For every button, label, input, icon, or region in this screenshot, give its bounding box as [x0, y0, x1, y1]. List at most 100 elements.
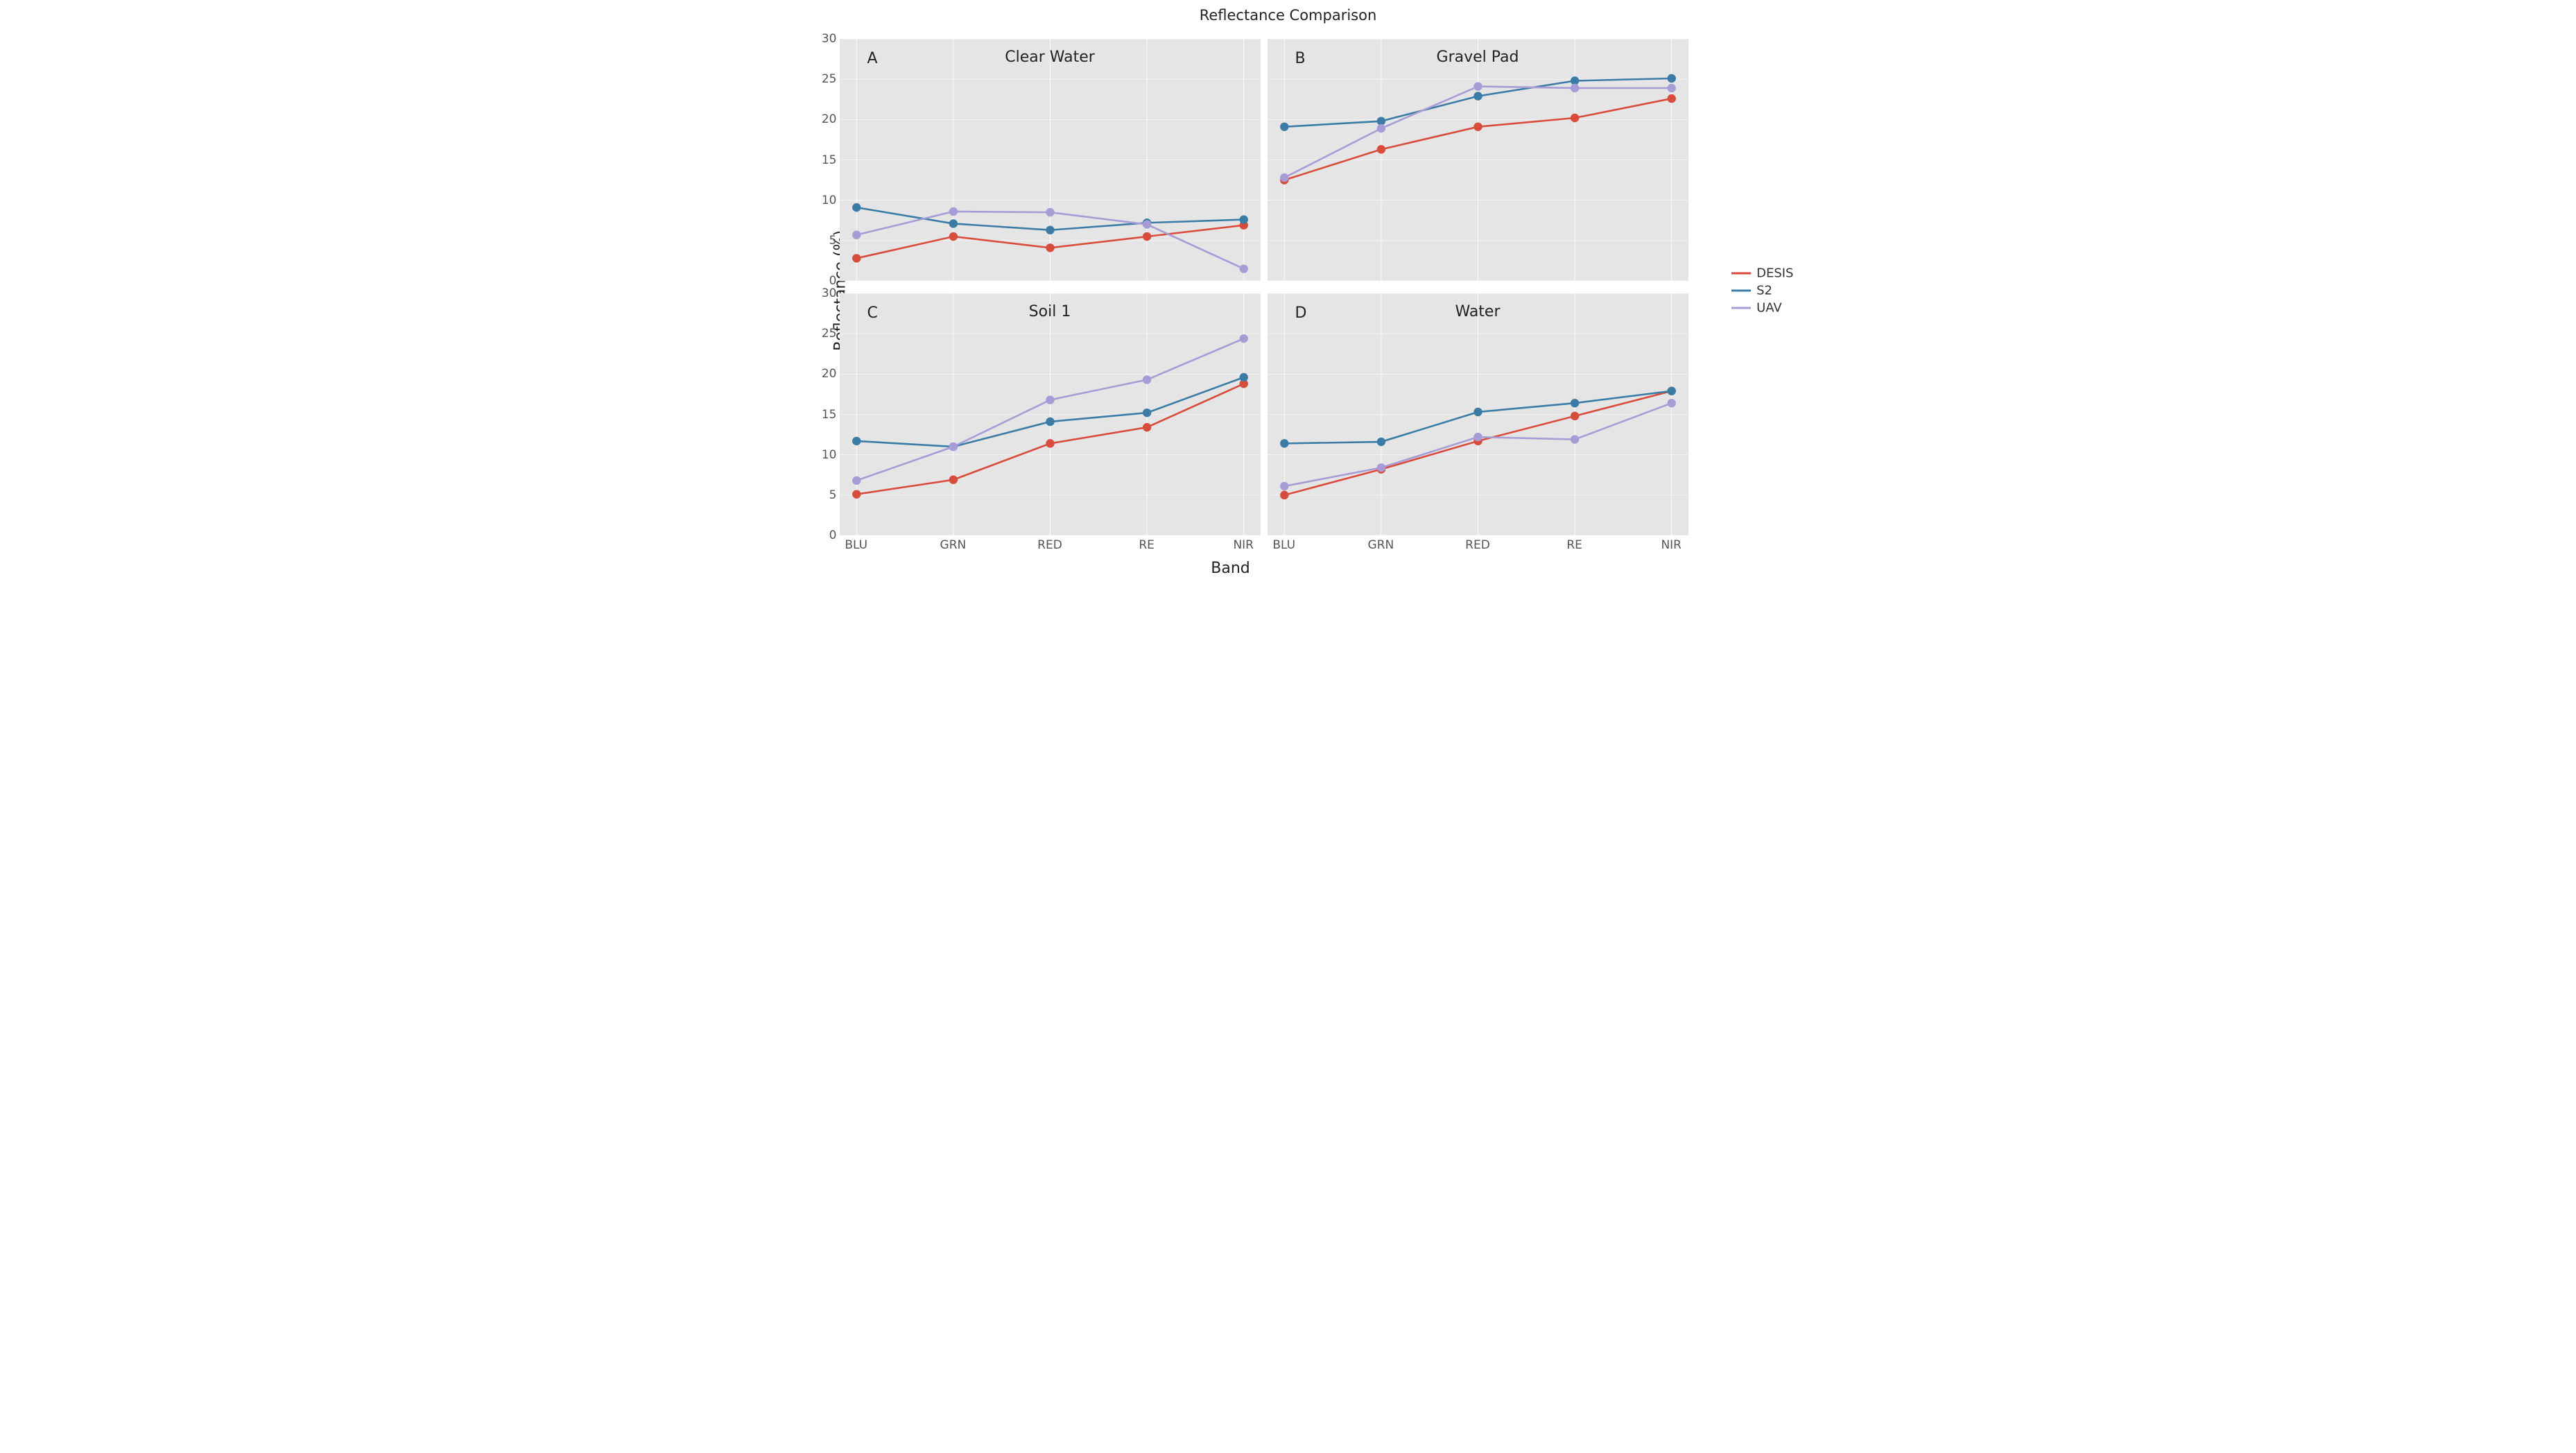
subplot-grid: AClear Water051015202530BGravel PadCSoil…	[840, 39, 1688, 535]
x-tick-labels: BLUGRNREDRENIR	[840, 538, 1261, 555]
series-marker-desis	[852, 490, 861, 498]
x-tick-labels: BLUGRNREDRENIR	[1268, 538, 1688, 555]
y-tick-label: 0	[809, 528, 837, 542]
y-tick-label: 10	[809, 448, 837, 462]
series-marker-desis	[1046, 243, 1054, 252]
y-tick-label: 15	[809, 153, 837, 167]
x-tick-label: NIR	[1661, 538, 1682, 552]
series-marker-uav	[1046, 208, 1054, 216]
series-marker-s2	[1142, 409, 1150, 417]
series-marker-uav	[1280, 482, 1288, 490]
x-tick-label: GRN	[1368, 538, 1394, 552]
series-marker-s2	[852, 437, 861, 445]
series-marker-s2	[1570, 399, 1578, 407]
legend-item: S2	[1731, 282, 1793, 300]
series-marker-uav	[1570, 84, 1578, 92]
figure: Reflectance Comparison Reflectance (%) B…	[773, 0, 1804, 581]
series-marker-uav	[1473, 433, 1482, 441]
y-tick-label: 10	[809, 194, 837, 207]
series-marker-s2	[1473, 408, 1482, 416]
y-tick-label: 5	[809, 488, 837, 502]
y-tick-labels: 051015202530	[809, 39, 837, 281]
series-marker-uav	[852, 476, 861, 485]
y-tick-label: 20	[809, 367, 837, 381]
series-marker-desis	[1667, 94, 1675, 103]
series-marker-s2	[1239, 373, 1247, 381]
series-marker-desis	[1142, 232, 1150, 241]
series-marker-s2	[1667, 387, 1675, 395]
subplot: BGravel Pad	[1268, 39, 1688, 281]
x-axis-label: Band	[773, 560, 1688, 577]
x-tick-label: GRN	[940, 538, 967, 552]
y-tick-label: 25	[809, 72, 837, 86]
y-tick-label: 0	[809, 274, 837, 288]
legend-item: UAV	[1731, 300, 1793, 317]
series-marker-desis	[1473, 123, 1482, 131]
series-marker-uav	[852, 230, 861, 239]
y-tick-label: 20	[809, 112, 837, 126]
plot-layer	[1268, 293, 1688, 535]
series-marker-s2	[1376, 438, 1385, 446]
series-marker-desis	[1570, 412, 1578, 420]
series-marker-s2	[1473, 92, 1482, 100]
series-marker-s2	[949, 219, 957, 227]
series-marker-desis	[1280, 491, 1288, 499]
series-marker-s2	[1280, 439, 1288, 447]
legend: DESIS S2 UAV	[1726, 261, 1799, 321]
series-marker-desis	[1142, 423, 1150, 431]
series-marker-uav	[949, 442, 957, 451]
x-tick-label: RED	[1037, 538, 1062, 552]
x-tick-label: BLU	[845, 538, 867, 552]
legend-label: DESIS	[1756, 266, 1793, 281]
legend-swatch	[1731, 307, 1751, 309]
series-marker-uav	[1239, 334, 1247, 343]
series-marker-s2	[1239, 215, 1247, 223]
series-marker-desis	[949, 232, 957, 241]
subplot: CSoil 1051015202530BLUGRNREDRENIR	[840, 293, 1261, 535]
series-marker-desis	[1570, 114, 1578, 122]
series-marker-uav	[1280, 173, 1288, 182]
series-marker-desis	[1046, 439, 1054, 447]
y-tick-label: 30	[809, 32, 837, 46]
legend-label: UAV	[1756, 301, 1782, 316]
figure-suptitle: Reflectance Comparison	[773, 7, 1804, 24]
series-marker-desis	[949, 476, 957, 484]
y-tick-labels: 051015202530	[809, 293, 837, 535]
series-marker-s2	[1046, 418, 1054, 426]
y-tick-label: 30	[809, 286, 837, 300]
series-marker-uav	[1376, 124, 1385, 132]
y-tick-label: 5	[809, 234, 837, 248]
subplot: DWaterBLUGRNREDRENIR	[1268, 293, 1688, 535]
series-line-desis	[1284, 98, 1671, 180]
x-tick-label: RE	[1566, 538, 1582, 552]
plot-layer	[1268, 39, 1688, 281]
series-marker-s2	[852, 203, 861, 212]
y-tick-label: 25	[809, 327, 837, 341]
series-marker-s2	[1280, 123, 1288, 131]
y-tick-label: 15	[809, 408, 837, 422]
series-marker-uav	[949, 207, 957, 216]
series-marker-s2	[1667, 74, 1675, 83]
series-marker-uav	[1046, 395, 1054, 404]
series-marker-uav	[1376, 463, 1385, 472]
plot-layer	[840, 293, 1261, 535]
legend-swatch	[1731, 273, 1751, 275]
series-marker-desis	[852, 254, 861, 262]
series-marker-uav	[1667, 84, 1675, 92]
x-tick-label: RED	[1465, 538, 1490, 552]
series-line-s2	[856, 377, 1243, 447]
series-marker-desis	[1376, 145, 1385, 153]
plot-layer	[840, 39, 1261, 281]
series-marker-uav	[1142, 375, 1150, 384]
series-marker-uav	[1142, 220, 1150, 228]
legend-swatch	[1731, 290, 1751, 292]
legend-item: DESIS	[1731, 265, 1793, 282]
legend-label: S2	[1756, 284, 1772, 298]
series-marker-uav	[1239, 264, 1247, 273]
series-marker-uav	[1667, 399, 1675, 407]
x-tick-label: RE	[1139, 538, 1155, 552]
series-marker-s2	[1046, 226, 1054, 234]
subplot: AClear Water051015202530	[840, 39, 1261, 281]
series-marker-uav	[1473, 82, 1482, 90]
series-line-uav	[856, 212, 1243, 269]
